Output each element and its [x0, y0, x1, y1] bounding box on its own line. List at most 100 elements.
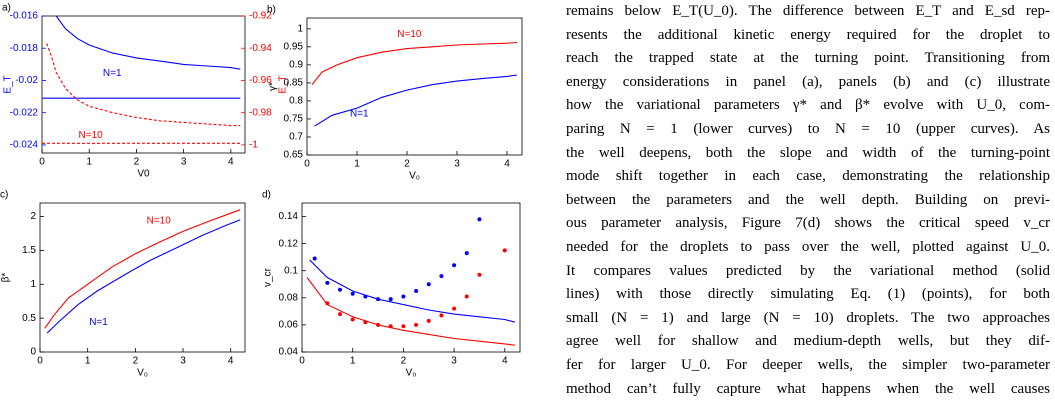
data-point	[376, 297, 381, 302]
y-tick-label: 0.12	[279, 238, 299, 249]
data-point	[464, 294, 469, 299]
text-line: mode shift together in each case, demons…	[566, 168, 1050, 185]
y-tick-label: 1.5	[22, 245, 36, 256]
x-tick-label: 3	[451, 356, 457, 367]
data-point	[363, 294, 368, 299]
series-line	[309, 259, 516, 323]
text-line: paring N = 1 (lower curves) to N = 10 (u…	[566, 120, 1050, 137]
x-tick-label: 0	[39, 157, 45, 168]
annotation: N=10	[79, 130, 104, 141]
text-line: remains below E_T(U_0). The difference b…	[566, 3, 1050, 19]
y-axis-label: v_cr	[263, 267, 274, 287]
data-point	[401, 294, 406, 299]
x-tick-label: 3	[181, 157, 187, 168]
x-axis-label: V₀	[137, 368, 148, 379]
x-tick-label: 0	[37, 356, 43, 367]
data-point	[452, 306, 457, 311]
x-tick-label: 3	[180, 356, 186, 367]
annotation: N=1	[350, 109, 369, 120]
x-axis-label: V0	[137, 169, 150, 180]
data-point	[350, 291, 355, 296]
text-line: agree well for shallow and medium-depth …	[566, 333, 1050, 350]
text-line: how the variational parameters γ* and β*…	[566, 97, 1050, 114]
x-tick-label: 1	[350, 356, 356, 367]
y-tick-label: 0.65	[284, 150, 304, 161]
x-tick-label: 2	[404, 159, 410, 170]
y-tick-label: 0.75	[284, 114, 304, 125]
y-tick-label: 0.06	[279, 320, 299, 331]
annotation: N=10	[397, 29, 422, 40]
plot-frame	[41, 15, 246, 154]
y-tick-label: 0.95	[284, 41, 304, 52]
y2-axis-label: E_T	[278, 75, 289, 93]
panel-label: b)	[267, 5, 276, 16]
data-point	[426, 282, 431, 287]
data-point	[338, 312, 343, 317]
text-line: needed for the droplets to pass over the…	[566, 238, 1050, 255]
y-tick-label: 0.85	[284, 78, 304, 89]
x-tick-label: 4	[228, 157, 234, 168]
series-line	[306, 277, 515, 346]
panel-label: a)	[2, 3, 11, 14]
text-line: energy considerations in panel (a), pane…	[566, 73, 1050, 90]
series-line	[311, 41, 518, 86]
x-tick-label: 1	[354, 159, 360, 170]
x-tick-label: 4	[502, 356, 508, 367]
data-point	[502, 248, 507, 253]
y-tick-label: 1	[30, 279, 36, 290]
y2-tick-label: -0.92	[249, 11, 272, 22]
data-point	[312, 256, 317, 261]
annotation: N=1	[103, 68, 122, 79]
body-text: remains below E_T(U_0). The difference b…	[566, 0, 1050, 406]
y-tick-label: -0.024	[10, 140, 39, 151]
data-point	[325, 301, 330, 306]
plot-frame	[39, 202, 246, 353]
data-point	[325, 280, 330, 285]
y-axis-label: β*	[1, 273, 12, 283]
annotation: N=10	[147, 216, 172, 227]
panel-label: d)	[262, 190, 271, 201]
y2-tick-label: -0.94	[249, 43, 272, 54]
data-point	[464, 251, 469, 256]
y-tick-label: 0.08	[279, 292, 299, 303]
y-tick-label: 0.14	[279, 211, 299, 222]
text-line: method can’t fully capture what happens …	[566, 380, 1050, 397]
x-tick-label: 4	[504, 159, 510, 170]
y2-tick-label: -0.98	[249, 107, 272, 118]
y-tick-label: 0.9	[289, 60, 303, 71]
data-point	[376, 322, 381, 327]
y-tick-label: -0.02	[15, 75, 38, 86]
plot-frame	[306, 17, 523, 156]
x-tick-label: 2	[134, 157, 140, 168]
y-tick-label: -0.016	[10, 11, 39, 22]
y-axis-label: γ*	[268, 82, 279, 91]
text-line: lines) with those directly simulating Eq…	[566, 286, 1050, 303]
y-tick-label: 0.8	[289, 96, 303, 107]
x-tick-label: 1	[86, 157, 92, 168]
y2-tick-label: -0.96	[249, 75, 272, 86]
y-tick-label: 0.5	[22, 313, 36, 324]
y-tick-label: 1	[297, 23, 303, 34]
panel-label: c)	[0, 190, 8, 201]
data-point	[350, 317, 355, 322]
x-tick-label: 0	[299, 356, 305, 367]
y-tick-label: 2	[30, 211, 36, 222]
series-line	[55, 15, 241, 70]
y-tick-label: 0.7	[289, 132, 303, 143]
text-line: reach the trapped state at the turning p…	[566, 50, 1050, 67]
figure: a) 0 1 2 3 4 -0.016 -0.018 -0.02 -0.022 -0.024 -0.9…	[0, 3, 523, 379]
data-point	[452, 263, 457, 268]
y-tick-label: -0.018	[10, 43, 39, 54]
text-line: It compares values predicted by the vari…	[566, 262, 1050, 279]
data-point	[338, 287, 343, 292]
y-tick-label: 0	[30, 347, 36, 358]
x-tick-label: 2	[401, 356, 407, 367]
series-line	[46, 219, 241, 334]
x-axis-label: V₀	[409, 171, 420, 182]
series-line	[46, 43, 241, 127]
data-point	[401, 324, 406, 329]
x-tick-label: 1	[85, 356, 91, 367]
text-line: ous parameter analysis, Figure 7(d) show…	[566, 215, 1050, 232]
y-tick-label: 0.04	[279, 347, 299, 358]
